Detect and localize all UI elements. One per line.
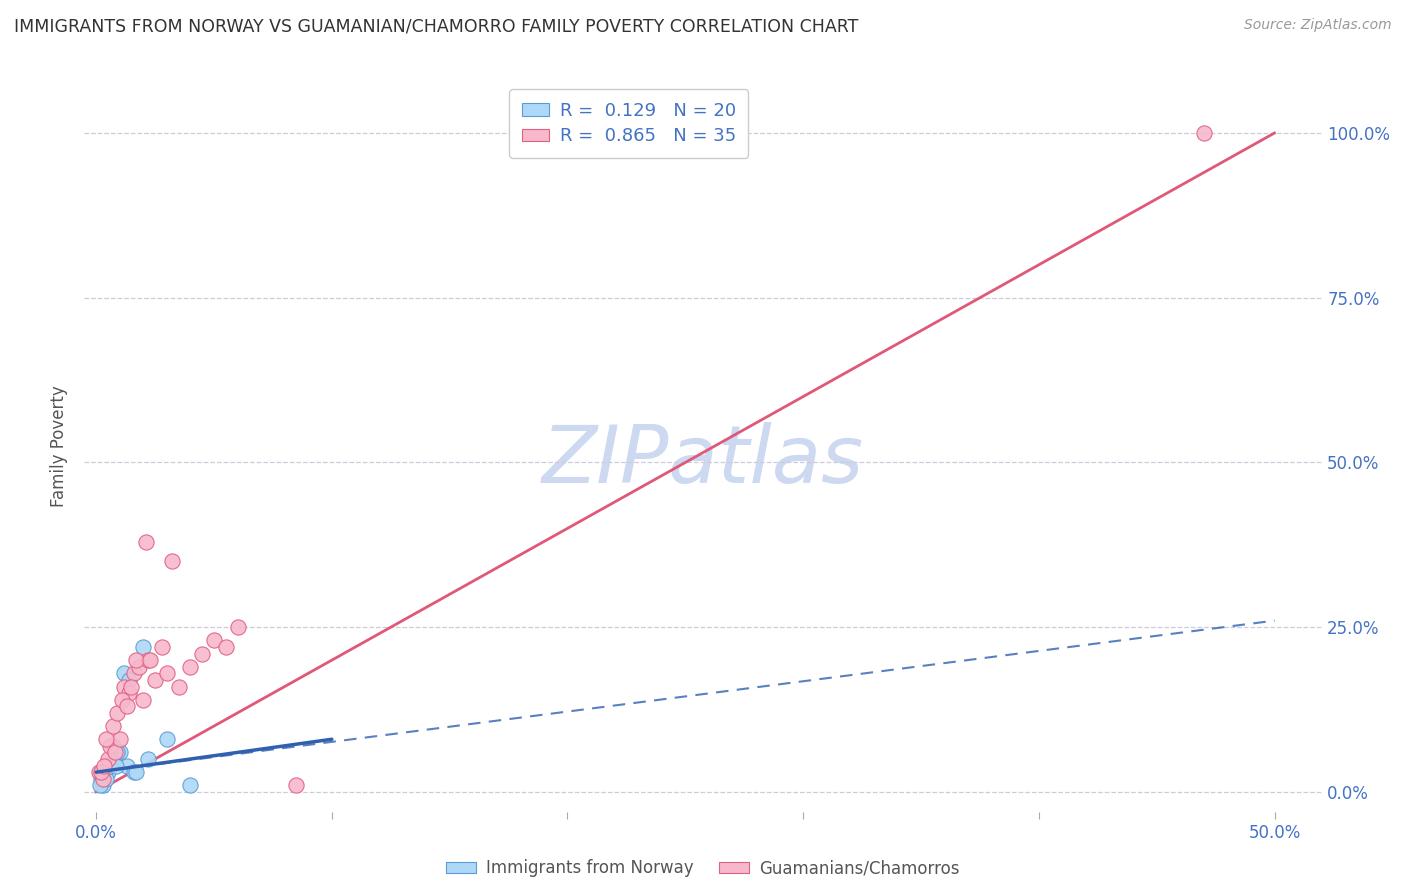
Point	[112, 680, 135, 694]
Point	[128, 659, 150, 673]
Point	[98, 758, 121, 772]
Point	[94, 772, 117, 786]
Point	[122, 666, 145, 681]
Point	[143, 673, 166, 687]
Point	[179, 659, 201, 673]
Point	[112, 666, 135, 681]
Text: IMMIGRANTS FROM NORWAY VS GUAMANIAN/CHAMORRO FAMILY POVERTY CORRELATION CHART: IMMIGRANTS FROM NORWAY VS GUAMANIAN/CHAM…	[14, 18, 859, 36]
Point	[98, 739, 121, 753]
Point	[108, 732, 131, 747]
Point	[115, 758, 138, 772]
Point	[104, 746, 127, 760]
Point	[202, 633, 225, 648]
Point	[87, 765, 110, 780]
Point	[121, 680, 143, 694]
Point	[125, 765, 148, 780]
Legend: Immigrants from Norway, Guamanians/Chamorros: Immigrants from Norway, Guamanians/Chamo…	[440, 853, 966, 884]
Point	[89, 778, 111, 792]
Point	[139, 653, 162, 667]
Point	[136, 653, 159, 667]
Point	[111, 692, 134, 706]
Point	[191, 647, 214, 661]
Point	[108, 746, 131, 760]
Point	[94, 732, 117, 747]
Point	[118, 686, 141, 700]
Point	[167, 680, 190, 694]
Point	[132, 692, 155, 706]
Point	[91, 772, 114, 786]
Point	[90, 765, 112, 780]
Point	[118, 673, 141, 687]
Point	[105, 706, 128, 720]
Point	[150, 640, 173, 654]
Point	[97, 752, 120, 766]
Point	[122, 765, 145, 780]
Text: Source: ZipAtlas.com: Source: ZipAtlas.com	[1244, 18, 1392, 32]
Text: ZIPatlas: ZIPatlas	[541, 422, 865, 500]
Point	[104, 752, 127, 766]
Point	[125, 653, 148, 667]
Point	[285, 778, 308, 792]
Point	[215, 640, 238, 654]
Point	[101, 739, 124, 753]
Point	[97, 765, 120, 780]
Point	[93, 758, 115, 772]
Y-axis label: Family Poverty: Family Poverty	[51, 385, 69, 507]
Point	[156, 666, 179, 681]
Point	[90, 772, 112, 786]
Point	[1192, 126, 1215, 140]
Point	[156, 732, 179, 747]
Point	[115, 699, 138, 714]
Point	[226, 620, 249, 634]
Point	[135, 534, 157, 549]
Point	[179, 778, 201, 792]
Point	[136, 752, 159, 766]
Point	[160, 554, 183, 568]
Point	[132, 640, 155, 654]
Point	[105, 746, 128, 760]
Point	[91, 778, 114, 792]
Point	[105, 758, 128, 772]
Point	[101, 719, 124, 733]
